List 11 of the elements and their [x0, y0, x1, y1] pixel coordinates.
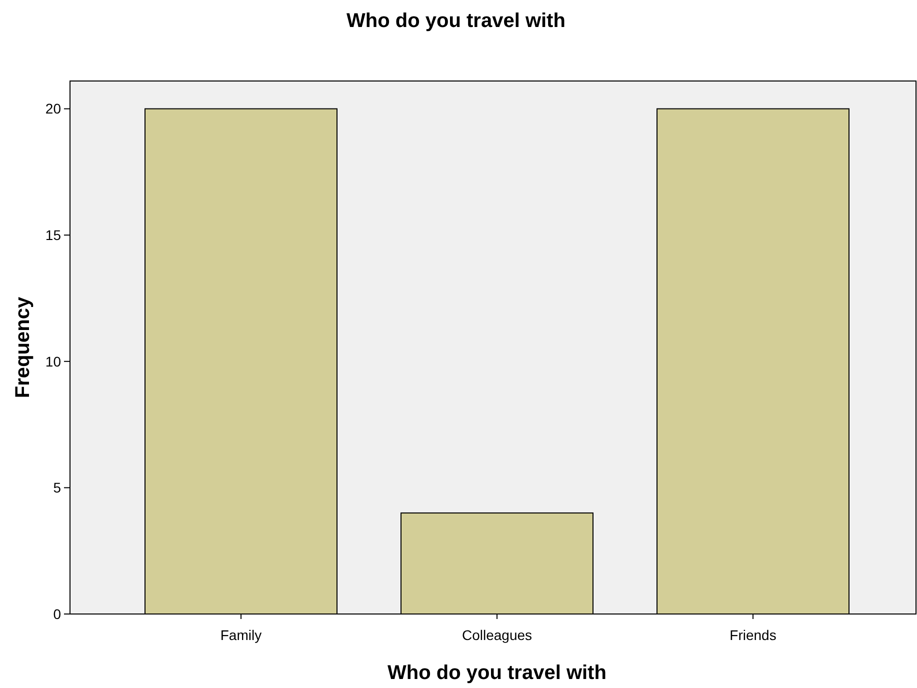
y-tick-label: 5 [53, 480, 62, 496]
x-tick-label: Family [220, 627, 262, 643]
y-tick-label: 10 [45, 353, 62, 370]
x-tick-label: Friends [730, 627, 776, 643]
x-tick-label: Colleagues [462, 627, 532, 643]
y-tick-label: 0 [53, 606, 62, 622]
y-axis-title: Frequency [12, 296, 34, 398]
x-axis-title: Who do you travel with [388, 662, 606, 684]
y-tick-label: 15 [45, 226, 62, 243]
y-tick-label: 20 [45, 100, 62, 117]
chart-title: Who do you travel with [346, 10, 566, 32]
